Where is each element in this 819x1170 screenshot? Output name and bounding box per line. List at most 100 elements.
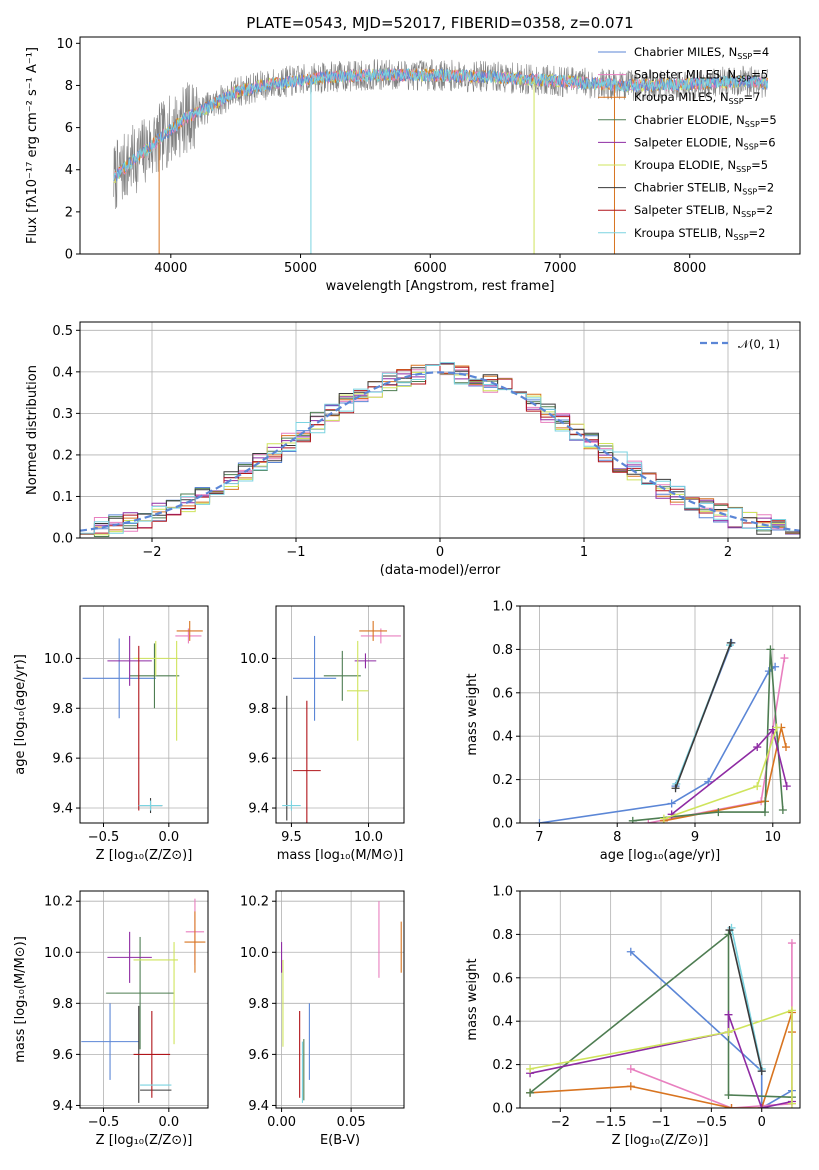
y-tick-label: 10	[56, 37, 73, 52]
y-tick-label: 9.4	[248, 1099, 269, 1114]
mass-weight-marker-chabrier_miles	[704, 777, 713, 786]
mass-weight-marker-kroupa_miles	[782, 743, 790, 752]
y-tick-label: 9.6	[52, 752, 73, 767]
mass-weight-marker-chabrier_stelib	[726, 638, 735, 647]
legend-entry-eq: =5	[751, 158, 768, 172]
mass-weight-marker-kroupa_miles	[626, 1082, 635, 1091]
x-tick-label: 4000	[154, 261, 187, 276]
y-tick-label: 1.0	[492, 885, 513, 900]
model-spectrum-kroupa_stelib	[113, 67, 768, 182]
legend-entry-text: Chabrier ELODIE, N	[634, 113, 745, 127]
normal-curve	[80, 371, 800, 532]
x-tick-label: 5000	[284, 261, 317, 276]
x-tick-label: 10	[765, 830, 782, 845]
y-tick-label: 0.4	[492, 730, 513, 745]
mass-weight-marker-salpeter_elodie	[782, 782, 791, 791]
mass-weight-marker-salpeter_elodie	[757, 1104, 766, 1108]
y-tick-label: 0.0	[52, 532, 73, 547]
x-tick-label: −1	[286, 545, 305, 560]
x-tick-label: 0.00	[267, 1115, 296, 1130]
y-tick-label: 6	[65, 121, 73, 136]
x-tick-label: −0.5	[88, 830, 120, 845]
legend-entry-sub: SSP	[736, 75, 751, 84]
legend-entry-sub: SSP	[737, 52, 752, 61]
legend-entry-text: Chabrier MILES, N	[634, 45, 737, 59]
x-tick-label: 10.0	[354, 830, 383, 845]
legend-entry: Kroupa MILES, NSSP=7	[634, 90, 760, 106]
mass-weight-marker-chabrier_elodie	[714, 808, 723, 817]
mass-weight-marker-chabrier_elodie	[761, 808, 769, 817]
legend-entry-eq: =5	[751, 68, 768, 82]
y-axis-label: age [log₁₀(age/yr)]	[13, 654, 28, 775]
y-tick-label: 0.1	[52, 490, 73, 505]
x-tick-label: −2	[551, 1115, 570, 1130]
y-tick-label: 1.0	[492, 600, 513, 615]
mass-weight-marker-chabrier_elodie	[778, 805, 787, 814]
legend-entry: Chabrier ELODIE, NSSP=5	[634, 113, 777, 129]
y-tick-label: 0.2	[52, 448, 73, 463]
panel-mass_vs_ebv: 0.00 0.05 9.4 9.6 9.8 10.0 10.2 E(B-V)	[240, 890, 405, 1148]
x-tick-label: 0.05	[337, 1115, 366, 1130]
mass-weight-marker-salpeter_miles	[644, 819, 653, 823]
panel-mass_vs_Z: −0.5 0.0 9.4 9.6 9.8 10.0 10.2 Z [log₁₀(Z/Z⊙)] m…	[13, 890, 209, 1148]
y-tick-label: 0.5	[52, 324, 73, 339]
x-tick-label: −2	[142, 545, 161, 560]
legend-entry-text: Salpeter ELODIE, N	[634, 135, 744, 149]
y-tick-label: 9.6	[248, 1048, 269, 1063]
x-tick-label: 2	[724, 545, 732, 560]
chart-title: PLATE=0543, MJD=52017, FIBERID=0358, z=0…	[246, 14, 633, 32]
y-axis-label: Flux [fλ10⁻¹⁷ erg cm⁻² s⁻¹ A⁻¹]	[25, 47, 40, 244]
x-tick-label: 9.5	[281, 830, 302, 845]
y-tick-label: 0.3	[52, 407, 73, 422]
axes-frame	[275, 605, 405, 824]
mass-weight-marker-chabrier_elodie	[724, 1090, 733, 1099]
legend-entry-text: Kroupa STELIB, N	[634, 226, 734, 240]
y-tick-label: 8	[65, 79, 73, 94]
plot-area	[535, 638, 791, 823]
y-tick-label: 0.4	[52, 365, 73, 380]
x-tick-label: 8000	[673, 261, 706, 276]
y-tick-label: 10.0	[240, 946, 269, 961]
legend-entry-text: Kroupa ELODIE, N	[634, 158, 736, 172]
legend-entry: Kroupa ELODIE, NSSP=5	[634, 158, 768, 174]
mass-weight-marker-chabrier_elodie	[628, 816, 637, 823]
y-tick-label: 0.4	[492, 1015, 513, 1030]
mass-weight-line-kroupa_elodie	[529, 1009, 793, 1104]
mass-weight-marker-salpeter_elodie	[753, 743, 762, 752]
y-tick-label: 0.2	[492, 1058, 513, 1073]
x-tick-label: 0	[436, 545, 444, 560]
axes-frame	[79, 605, 209, 824]
axes-frame	[519, 605, 801, 824]
mass-weight-marker-kroupa_miles	[727, 1104, 736, 1108]
legend-entry: Chabrier MILES, NSSP=4	[634, 45, 769, 61]
legend-entry: Salpeter MILES, NSSP=5	[634, 68, 768, 84]
y-tick-label: 9.6	[248, 752, 269, 767]
mass-weight-marker-chabrier_elodie	[526, 1088, 535, 1097]
y-tick-label: 9.4	[52, 802, 73, 817]
mass-weight-marker-kroupa_elodie	[787, 1099, 796, 1108]
legend-entry-sub: SSP	[729, 97, 744, 106]
y-tick-label: 9.4	[248, 802, 269, 817]
legend-entry-text: Chabrier STELIB, N	[634, 181, 742, 195]
y-tick-label: 0.8	[492, 643, 513, 658]
y-tick-label: 0.2	[492, 773, 513, 788]
legend-entry: Salpeter ELODIE, NSSP=6	[634, 135, 776, 151]
y-tick-label: 10.2	[240, 895, 269, 910]
y-tick-label: 2	[65, 205, 73, 220]
axes-frame	[275, 890, 405, 1109]
y-axis-label: mass weight	[465, 673, 480, 755]
legend-entry-text: Kroupa MILES, N	[634, 90, 729, 104]
x-axis-label: Z [log₁₀(Z/Z⊙)]	[96, 1133, 193, 1148]
legend-entry-text: Salpeter STELIB, N	[634, 203, 741, 217]
x-tick-label: −1.5	[595, 1115, 627, 1130]
y-tick-label: 9.8	[52, 997, 73, 1012]
x-tick-label: 7	[535, 830, 543, 845]
axes-frame	[79, 36, 801, 255]
mass-weight-marker-chabrier_stelib	[757, 1067, 766, 1076]
plot-area	[282, 620, 401, 823]
legend-entry-eq: =7	[744, 90, 761, 104]
panel-age_vs_Z: −0.5 0.0 9.4 9.6 9.8 10.0 Z [log₁₀(Z/Z⊙)] age […	[13, 605, 209, 863]
mass-weight-marker-chabrier_miles	[667, 799, 676, 808]
y-axis-label: Normed distribution	[25, 365, 40, 495]
plot-area	[281, 901, 402, 1103]
